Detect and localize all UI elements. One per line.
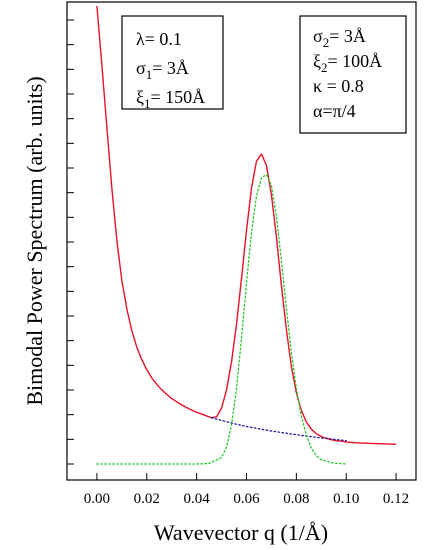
param-value: = 3Å	[329, 26, 366, 46]
param-symbol: λ	[136, 29, 145, 49]
x-tick-label: 0.02	[134, 491, 160, 507]
param-value: = 100Å	[328, 51, 383, 71]
param-symbol: ξ	[313, 51, 321, 71]
y-axis-ticks	[67, 19, 74, 465]
param-subscript: 2	[323, 35, 330, 50]
param-subscript: 2	[321, 60, 328, 75]
param-symbol: ξ	[136, 87, 144, 107]
y-axis-label: Bimodal Power Spectrum (arb. units)	[22, 76, 47, 405]
x-tick-label: 0.08	[283, 491, 309, 507]
annotation-line: κ = 0.8	[313, 76, 364, 96]
x-axis-ticks: 0.00 0.02 0.04 0.06 0.08 0.10 0.12	[84, 473, 409, 507]
param-symbol: σ	[136, 58, 146, 78]
param-value: = 0.8	[322, 76, 364, 96]
series-line-1	[96, 5, 397, 446]
annotation-line: σ1= 3Å	[136, 58, 189, 82]
annotation-box-top-right	[299, 15, 407, 134]
param-value: =π/4	[322, 101, 355, 121]
param-subscript: 1	[146, 67, 153, 82]
annotation-line: ξ2= 100Å	[313, 51, 382, 75]
annotation-box-top-left	[121, 15, 224, 110]
series-line-3	[96, 173, 347, 465]
x-tick-label: 0.06	[233, 491, 260, 507]
series-line-2	[210, 417, 347, 442]
x-tick-label: 0.04	[184, 491, 211, 507]
series-layer	[96, 5, 397, 465]
param-symbol: κ	[313, 76, 322, 96]
x-axis-label: Wavevector q (1/Å)	[154, 520, 328, 545]
x-tick-label: 0.00	[84, 491, 110, 507]
param-subscript: 1	[144, 96, 151, 111]
annotation-line: ξ1= 150Å	[136, 87, 205, 111]
param-value: = 3Å	[152, 58, 189, 78]
plot-frame	[66, 1, 417, 481]
annotation-line: α=π/4	[313, 101, 356, 121]
x-tick-label: 0.10	[333, 491, 359, 507]
param-symbol: σ	[313, 26, 323, 46]
x-tick-label: 0.12	[383, 491, 409, 507]
param-value: = 150Å	[151, 87, 206, 107]
param-symbol: α	[313, 101, 323, 121]
annotation-line: σ2= 3Å	[313, 26, 366, 50]
param-value: = 0.1	[145, 29, 182, 49]
annotation-line: λ= 0.1	[136, 29, 182, 49]
